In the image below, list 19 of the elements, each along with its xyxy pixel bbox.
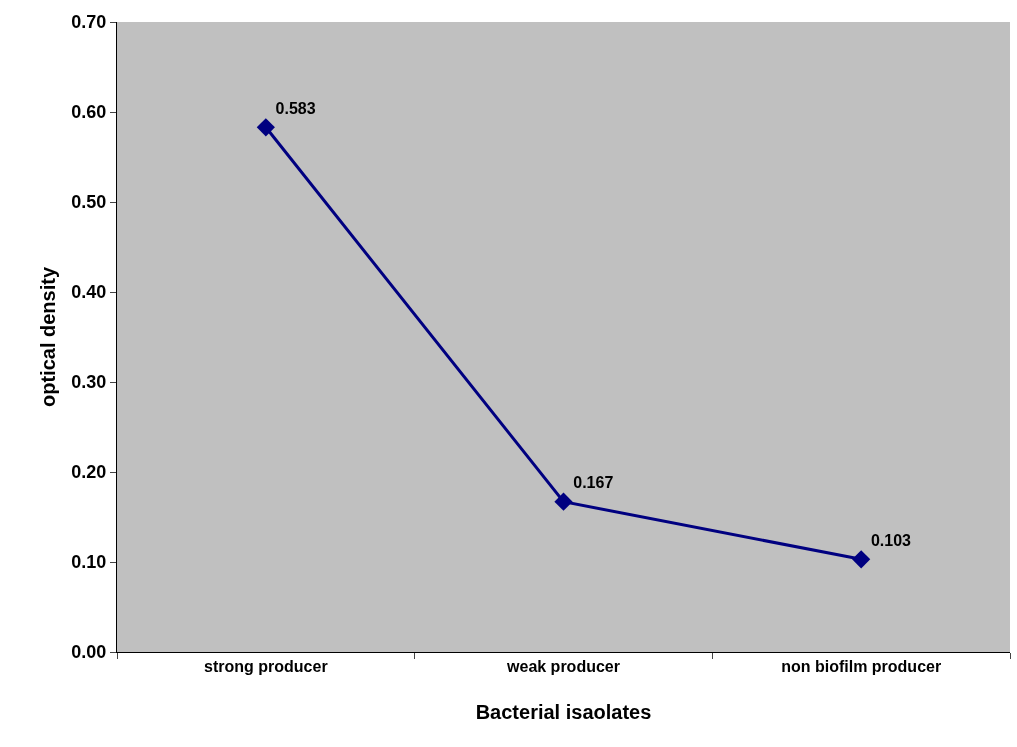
y-axis-title: optical density	[36, 266, 59, 408]
data-label: 0.583	[275, 99, 316, 117]
x-tick-label: strong producer	[204, 658, 328, 676]
y-tick-label: 0.40	[71, 282, 107, 303]
x-tick-label: weak producer	[506, 658, 620, 676]
data-label: 0.167	[573, 473, 614, 491]
point	[256, 118, 275, 137]
point	[554, 492, 573, 511]
y-tick-label: 0.60	[71, 102, 107, 123]
y-tick-label: 0.00	[71, 642, 107, 663]
x-tick-label: non biofilm producer	[781, 658, 942, 676]
y-tick-label: 0.50	[71, 192, 107, 213]
point	[852, 550, 871, 569]
y-tick-label: 0.10	[71, 552, 107, 573]
data-label: 0.103	[870, 531, 912, 549]
y-tick-label: 0.70	[71, 12, 107, 33]
y-tick-label: 0.30	[71, 372, 107, 393]
y-tick-label: 0.20	[71, 462, 107, 483]
x-axis-title: Bacterial isaolates	[475, 700, 652, 723]
